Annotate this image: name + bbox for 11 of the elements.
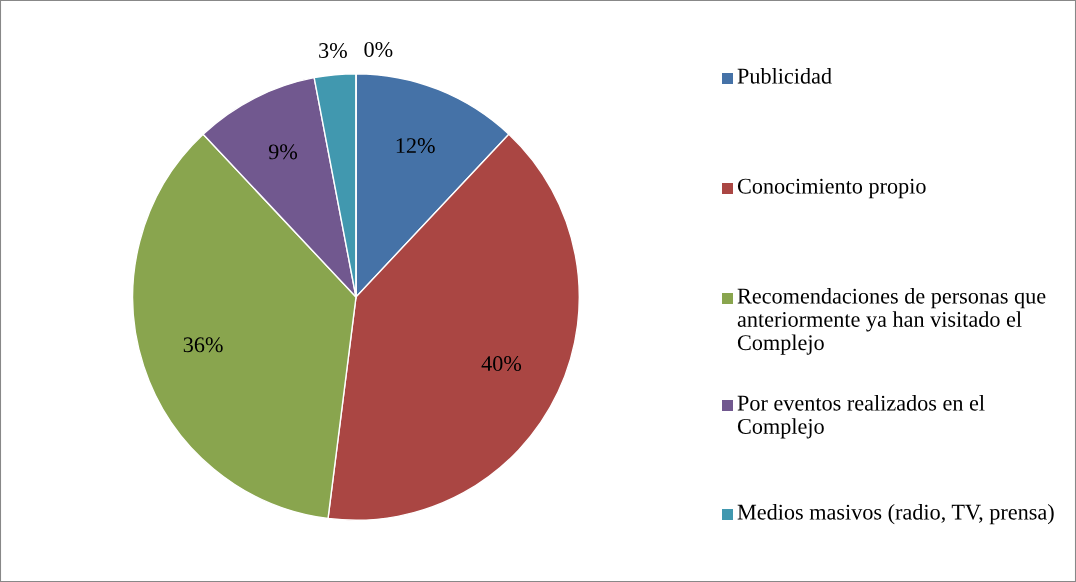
legend-label: Publicidad (737, 68, 832, 84)
data-label: 36% (183, 337, 223, 353)
text: 0% (364, 41, 393, 57)
data-label: 9% (268, 144, 298, 160)
legend-label: Medios masivos (radio, TV, prensa) (737, 504, 1054, 525)
data-label: 40% (481, 356, 522, 372)
data-label: 12% (396, 138, 435, 154)
legend-label: Por eventos realizados en el Complejo (737, 395, 985, 439)
data-label: 3% (319, 43, 347, 59)
legend-label: Conocimiento propio (737, 178, 926, 199)
legend-label: Recomendaciones de personas que anteriormente ya han visitado el Complejo (737, 288, 1046, 355)
